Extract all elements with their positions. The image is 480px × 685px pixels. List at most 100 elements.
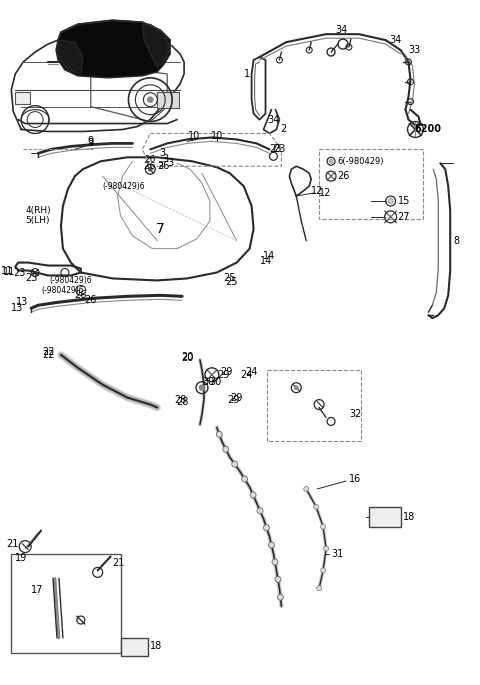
Circle shape [199, 385, 205, 390]
Text: 4(RH): 4(RH) [25, 206, 51, 215]
Text: 26 3: 26 3 [144, 162, 164, 171]
Text: 22: 22 [43, 350, 55, 360]
Text: 25: 25 [226, 277, 238, 288]
Polygon shape [56, 21, 170, 78]
Circle shape [275, 576, 281, 582]
Circle shape [313, 504, 319, 510]
Text: 14: 14 [264, 251, 276, 260]
Text: 21: 21 [113, 558, 125, 569]
Text: 16: 16 [349, 474, 361, 484]
Text: 13: 13 [16, 297, 28, 308]
Text: 1: 1 [243, 69, 250, 79]
Text: 24: 24 [240, 370, 253, 379]
Bar [319, 149, 423, 219]
Polygon shape [58, 40, 83, 74]
Text: 27: 27 [397, 212, 410, 222]
Circle shape [277, 594, 283, 600]
Text: 11: 11 [3, 267, 15, 277]
Text: 10: 10 [211, 132, 223, 141]
Circle shape [329, 160, 333, 163]
Circle shape [317, 586, 322, 590]
Circle shape [147, 97, 153, 103]
Text: 6200: 6200 [415, 125, 442, 134]
Text: 23: 23 [269, 145, 282, 154]
Text: 28: 28 [177, 397, 189, 407]
Text: 34: 34 [389, 35, 402, 45]
Circle shape [388, 199, 393, 203]
Text: (-980429)6: (-980429)6 [103, 182, 145, 190]
Circle shape [223, 446, 229, 452]
Text: 26: 26 [157, 161, 169, 171]
Text: 34: 34 [335, 25, 347, 35]
Text: 26: 26 [74, 290, 87, 300]
Text: 12: 12 [311, 186, 324, 196]
Text: 18: 18 [403, 512, 415, 522]
Circle shape [268, 542, 275, 548]
Circle shape [304, 486, 309, 491]
Bar [266, 370, 361, 441]
Circle shape [216, 432, 222, 437]
Circle shape [294, 386, 298, 390]
Text: 3: 3 [167, 158, 173, 169]
Text: 9: 9 [88, 138, 94, 149]
Bar [15, 92, 30, 103]
Text: 31: 31 [331, 549, 343, 558]
Text: 26: 26 [84, 295, 97, 306]
Text: 26: 26 [337, 171, 349, 181]
Circle shape [272, 559, 278, 565]
Text: 30: 30 [202, 377, 214, 387]
Text: 5(LH): 5(LH) [25, 216, 50, 225]
Text: 26: 26 [144, 155, 156, 164]
Text: 11: 11 [1, 266, 13, 275]
Text: 22: 22 [43, 347, 55, 357]
Text: 13: 13 [11, 303, 23, 313]
Circle shape [324, 546, 329, 551]
Text: 23: 23 [13, 269, 25, 279]
Text: 21: 21 [6, 538, 18, 549]
Text: 10: 10 [188, 132, 200, 141]
Text: 19: 19 [15, 553, 27, 564]
Circle shape [148, 167, 152, 171]
Circle shape [321, 568, 325, 573]
Circle shape [232, 461, 238, 467]
Bar [157, 92, 179, 108]
Circle shape [321, 524, 325, 530]
Text: 33: 33 [408, 45, 421, 55]
Polygon shape [143, 24, 170, 67]
Text: 20: 20 [181, 353, 194, 363]
Text: 3: 3 [159, 149, 165, 158]
Text: 29: 29 [217, 370, 229, 379]
Text: 7: 7 [156, 222, 165, 236]
Text: 2: 2 [280, 125, 287, 134]
Circle shape [241, 476, 248, 482]
Text: 12: 12 [319, 188, 332, 198]
Bar [12, 553, 120, 653]
Bar [120, 638, 148, 656]
Text: 9: 9 [88, 136, 94, 147]
Text: 34: 34 [267, 114, 279, 125]
Circle shape [250, 492, 256, 498]
Text: 14: 14 [260, 256, 273, 266]
Text: 23: 23 [273, 145, 286, 154]
Bar [369, 507, 400, 527]
Circle shape [257, 508, 263, 514]
Text: (-980429)6: (-980429)6 [42, 286, 84, 295]
Text: 29: 29 [230, 393, 243, 403]
Text: 18: 18 [150, 641, 163, 651]
Text: 6(-980429): 6(-980429) [337, 157, 384, 166]
Circle shape [264, 525, 269, 531]
Text: 29: 29 [228, 395, 240, 405]
Text: (-980429)6: (-980429)6 [49, 276, 92, 285]
Text: 25: 25 [224, 273, 236, 284]
Text: 28: 28 [175, 395, 187, 405]
Text: 24: 24 [245, 366, 258, 377]
Text: 32: 32 [350, 410, 362, 419]
Text: 8: 8 [453, 236, 459, 246]
Text: 23: 23 [25, 273, 37, 284]
Text: 15: 15 [397, 196, 410, 206]
Text: 17: 17 [31, 585, 43, 595]
Text: 30: 30 [209, 377, 221, 387]
Text: 20: 20 [181, 352, 194, 362]
Text: 29: 29 [220, 366, 232, 377]
Text: 3: 3 [162, 154, 168, 164]
